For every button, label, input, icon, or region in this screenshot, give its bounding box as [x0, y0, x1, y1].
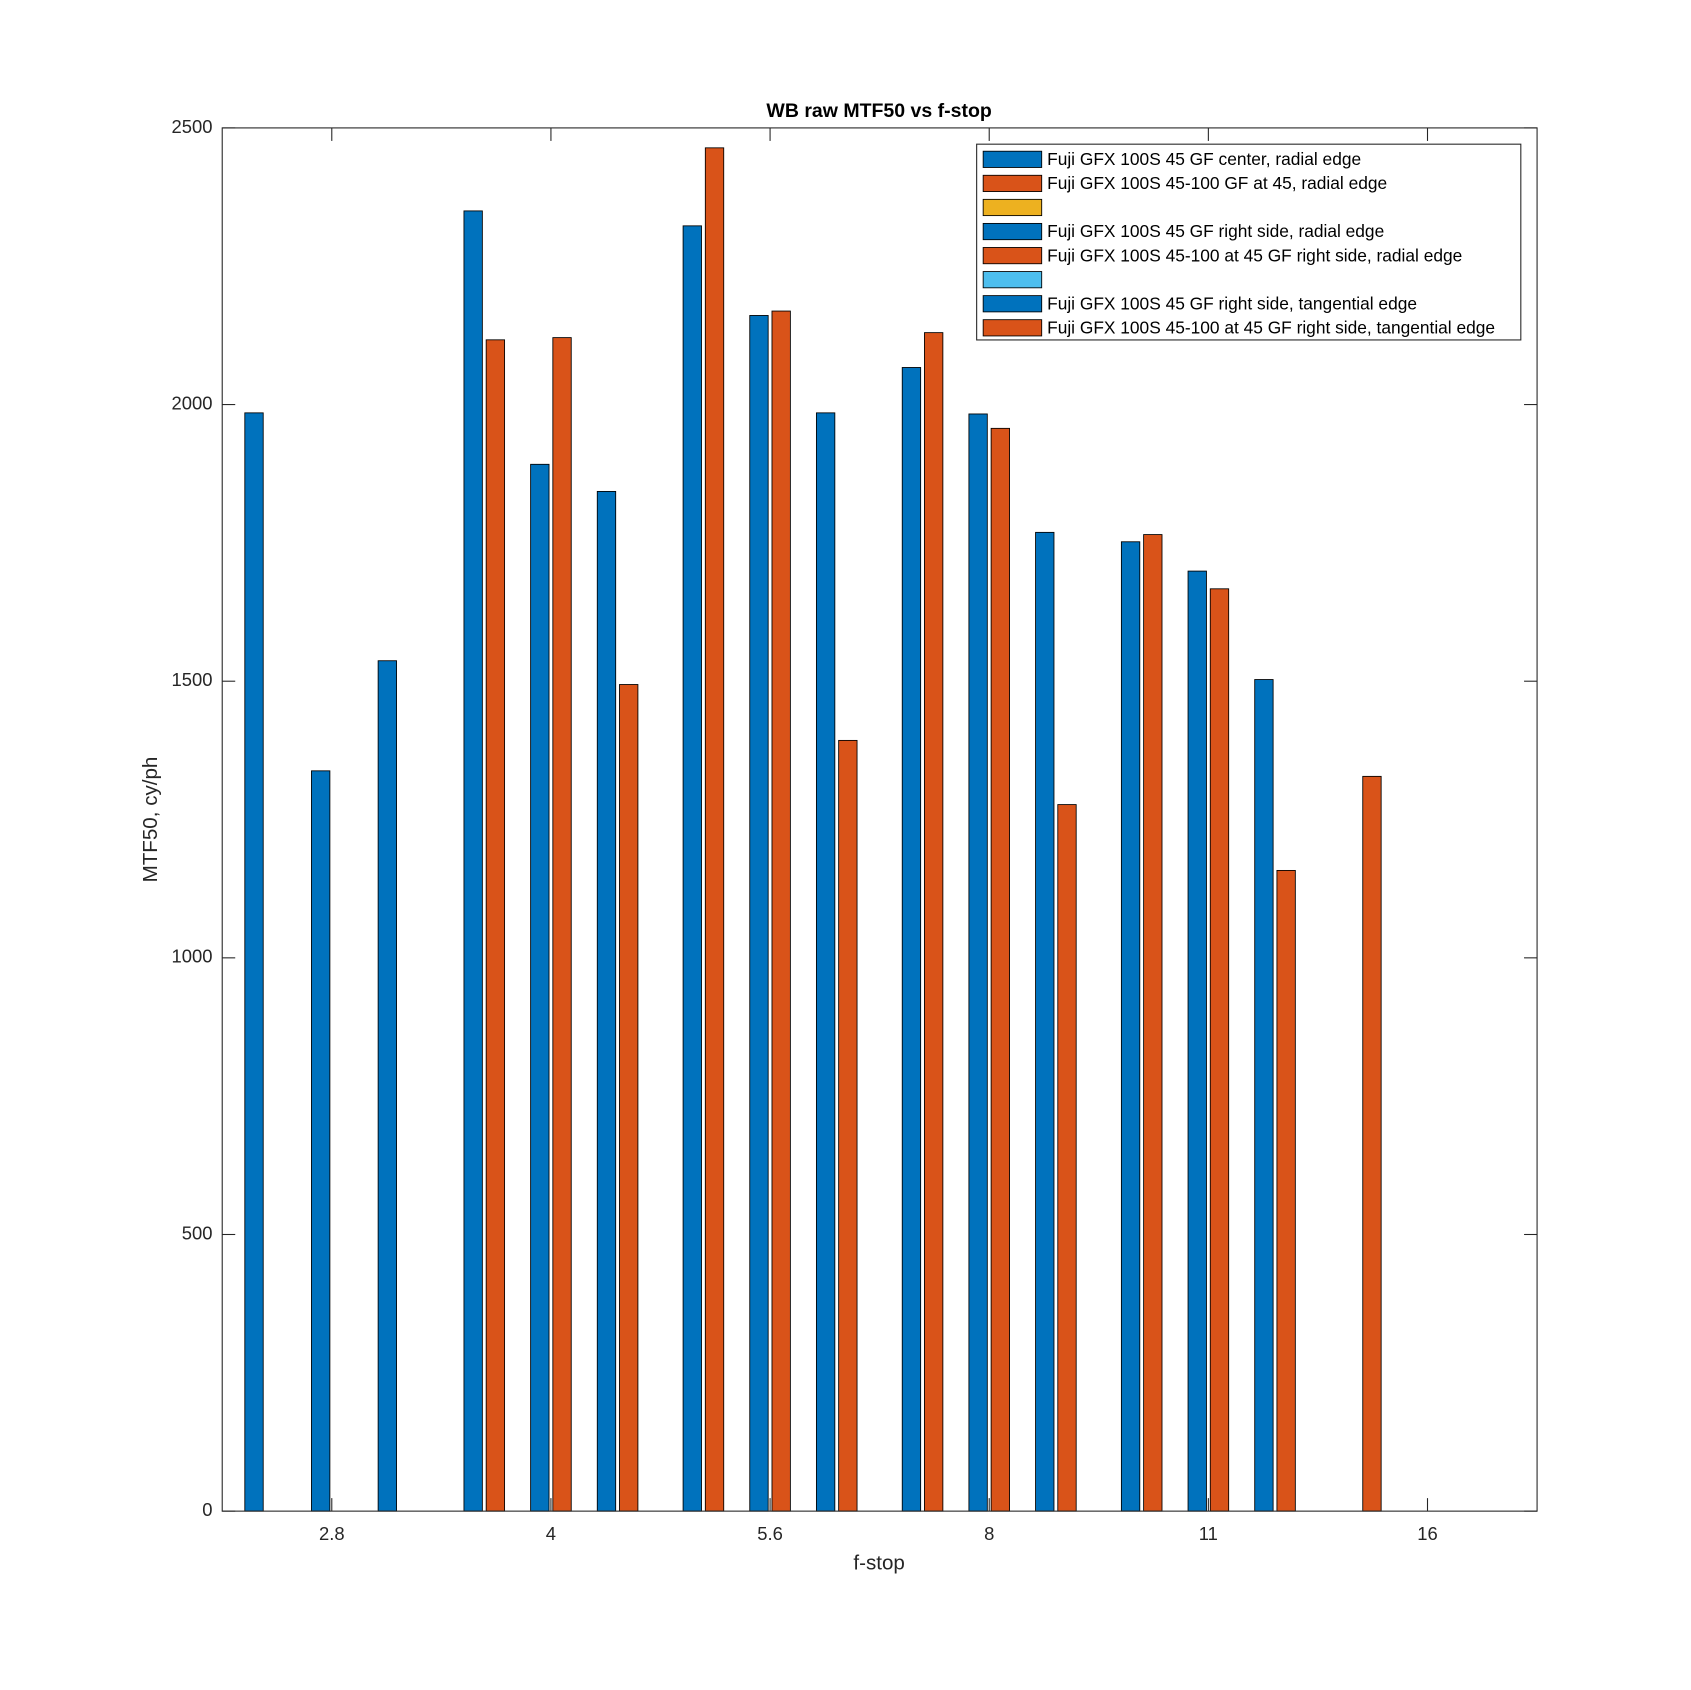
legend-swatch [982, 198, 1043, 217]
legend-label: Fuji GFX 100S 45 GF right side, tangenti… [1047, 293, 1417, 313]
legend-label: Fuji GFX 100S 45-100 at 45 GF right side… [1047, 245, 1462, 265]
bar [749, 315, 769, 1512]
bar [771, 310, 791, 1512]
x-tick-label: 4 [546, 1523, 556, 1544]
legend-label: Fuji GFX 100S 45 GF center, radial edge [1047, 149, 1361, 169]
bar [901, 367, 922, 1512]
bar [968, 413, 988, 1512]
bar [838, 739, 858, 1512]
bar [485, 339, 506, 1512]
bar [1143, 534, 1163, 1512]
y-tick-label: 2500 [172, 116, 213, 137]
legend-swatch [982, 319, 1043, 337]
legend: Fuji GFX 100S 45 GF center, radial edge F… [976, 143, 1522, 341]
legend-label: Fuji GFX 100S 45 GF right side, radial e… [1047, 221, 1384, 241]
bar [990, 427, 1010, 1512]
axes-box [221, 127, 1538, 1512]
y-tick-label: 2000 [172, 392, 213, 413]
x-axis-label: f-stop [853, 1552, 904, 1575]
bar [1120, 541, 1141, 1512]
bar [1254, 679, 1274, 1512]
legend-box [976, 143, 1522, 341]
bar [924, 332, 944, 1512]
bar [552, 337, 572, 1512]
y-tick-label: 500 [182, 1222, 213, 1243]
chart-title: WB raw MTF50 vs f-stop [766, 100, 991, 122]
bar [1057, 804, 1077, 1512]
bar [619, 684, 639, 1512]
x-tick-label: 5.6 [757, 1523, 783, 1544]
legend-swatch [982, 271, 1043, 289]
bar [1209, 588, 1230, 1512]
bar [815, 412, 836, 1512]
bar [1362, 775, 1382, 1512]
legend-label: Fuji GFX 100S 45-100 at 45 GF right side… [1047, 317, 1495, 337]
y-tick-label: 1500 [172, 669, 213, 690]
bar [377, 660, 397, 1512]
x-tick-label: 16 [1417, 1523, 1437, 1544]
bar [311, 770, 331, 1512]
x-tick-label: 11 [1199, 1523, 1218, 1544]
legend-swatch [982, 247, 1043, 265]
bar [463, 210, 483, 1512]
bar [1187, 570, 1207, 1512]
legend-label: Fuji GFX 100S 45-100 GF at 45, radial ed… [1047, 173, 1387, 193]
bar [596, 490, 617, 1512]
bar [530, 463, 550, 1512]
y-tick-label: 0 [202, 1499, 212, 1520]
bar [1276, 869, 1296, 1512]
bar [1035, 531, 1055, 1512]
x-tick-label: 2.8 [319, 1523, 345, 1544]
y-axis-label: MTF50, cy/ph [139, 757, 162, 883]
legend-swatch [982, 295, 1043, 313]
legend-swatch [982, 150, 1043, 168]
bar [244, 412, 264, 1512]
legend-swatch [982, 174, 1043, 192]
legend-swatch [982, 222, 1043, 241]
x-tick-label: 8 [984, 1523, 994, 1544]
y-tick-label: 1000 [172, 946, 213, 967]
bar [682, 225, 702, 1512]
bar [704, 147, 725, 1512]
